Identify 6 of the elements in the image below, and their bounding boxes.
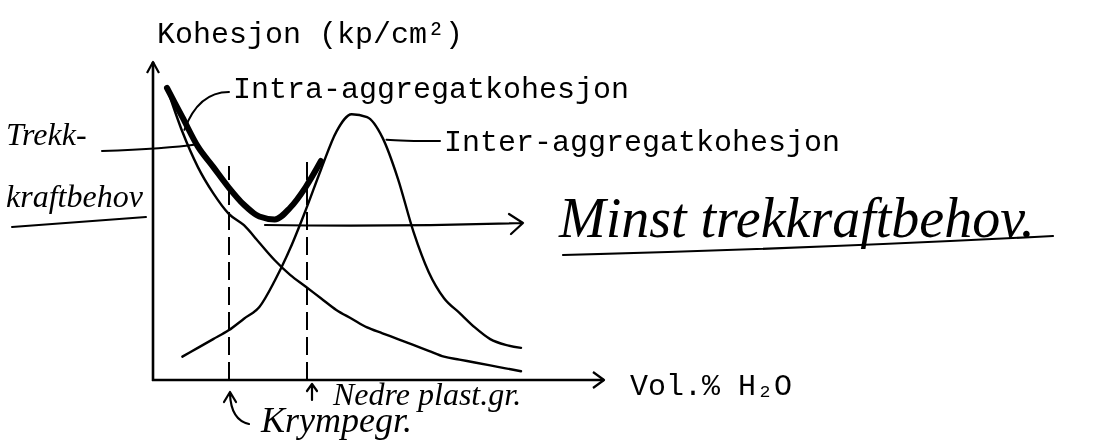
series-label: Trekk-kraftbehov <box>6 116 144 214</box>
text: Minst trekkraftbehov. <box>558 187 1035 249</box>
legend-label: Intra-aggregatkohesjon <box>233 73 630 107</box>
x-axis-title: Vol.% H₂O <box>630 370 793 404</box>
y-axis-title: Kohesjon (kp/cm²) <box>157 18 464 52</box>
legend-label: Inter-aggregatkohesjon <box>444 126 841 160</box>
